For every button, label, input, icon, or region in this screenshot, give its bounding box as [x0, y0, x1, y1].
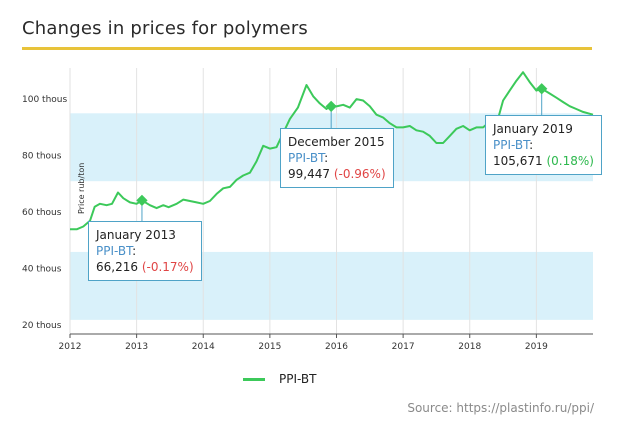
tooltip-value: 105,671	[493, 154, 543, 168]
tooltip-date: December 2015	[288, 135, 385, 149]
tooltip-series: PPI-BT	[96, 244, 133, 258]
tooltip-january-2013: January 2013 PPI-BT: 66,216 (-0.17%)	[88, 221, 202, 281]
source-note: Source: https://plastinfo.ru/ppi/	[407, 401, 594, 415]
x-tick-label: 2019	[525, 342, 548, 352]
legend-label: PPI-BT	[279, 372, 317, 386]
tooltip-date: January 2019	[493, 122, 573, 136]
y-tick-label: 100 thous	[22, 95, 67, 105]
data-point-marker	[325, 100, 337, 113]
tooltip-value: 99,447	[288, 167, 330, 181]
tooltip-change: (-0.96%)	[333, 167, 386, 181]
tooltip-value: 66,216	[96, 260, 138, 274]
chart-legend[interactable]: PPI-BT	[243, 372, 316, 386]
tooltip-colon: :	[529, 138, 534, 152]
chart-title: Changes in prices for polymers	[22, 18, 308, 39]
x-tick-label: 2017	[392, 342, 415, 352]
tooltip-change: (0.18%)	[546, 154, 594, 168]
y-tick-label: 60 thous	[22, 208, 62, 218]
tooltip-colon: :	[324, 151, 329, 165]
x-tick-label: 2013	[125, 342, 148, 352]
data-point-marker	[536, 83, 548, 95]
x-tick-label: 2016	[325, 342, 348, 352]
y-tick-label: 40 thous	[22, 265, 62, 275]
tooltip-series: PPI-BT	[288, 151, 325, 165]
x-tick-label: 2018	[458, 342, 481, 352]
tooltip-january-2019: January 2019 PPI-BT: 105,671 (0.18%)	[485, 115, 602, 175]
y-tick-label: 80 thous	[22, 151, 62, 161]
x-tick-label: 2015	[258, 342, 281, 352]
tooltip-december-2015: December 2015 PPI-BT: 99,447 (-0.96%)	[280, 128, 394, 188]
x-tick-label: 2012	[59, 342, 82, 352]
y-axis-label: Price rub/ton	[77, 163, 86, 214]
tooltip-change: (-0.17%)	[141, 260, 194, 274]
data-point-marker	[136, 194, 148, 207]
tooltip-series: PPI-BT	[493, 138, 530, 152]
tooltip-colon: :	[132, 244, 137, 258]
x-tick-label: 2014	[192, 342, 215, 352]
legend-line-swatch	[243, 377, 265, 381]
title-underline	[22, 47, 592, 50]
tooltip-date: January 2013	[96, 228, 176, 242]
y-tick-label: 20 thous	[22, 321, 62, 331]
